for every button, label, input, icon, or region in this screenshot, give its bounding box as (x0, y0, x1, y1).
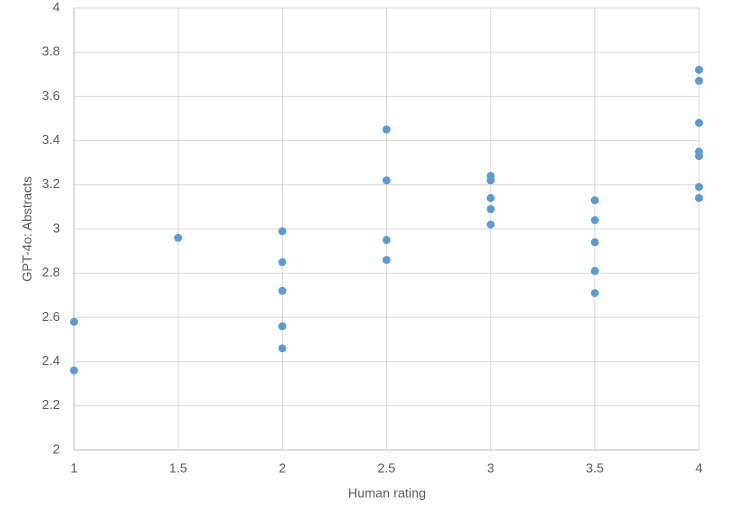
x-tick-label: 3 (487, 460, 494, 475)
x-axis-label: Human rating (348, 485, 426, 500)
point (174, 233, 183, 242)
point (278, 258, 287, 267)
point (486, 176, 495, 185)
point (695, 183, 703, 192)
y-tick-label: 3 (53, 220, 60, 235)
point (278, 322, 287, 331)
point (382, 236, 391, 245)
y-tick-label: 3.2 (42, 176, 60, 191)
point (590, 216, 599, 225)
y-tick-label: 2.2 (42, 397, 60, 412)
y-tick-label: 4 (53, 0, 60, 14)
y-tick-label: 2.8 (42, 265, 60, 280)
point (695, 65, 703, 74)
x-tick-label: 2 (279, 460, 286, 475)
x-tick-label: 2.5 (377, 460, 395, 475)
point (278, 286, 287, 295)
y-tick-label: 3.6 (42, 88, 60, 103)
y-tick-label: 2 (53, 441, 60, 456)
point (486, 194, 495, 203)
point (382, 255, 391, 264)
x-tick-label: 4 (695, 460, 702, 475)
point (695, 118, 703, 127)
point (278, 344, 287, 353)
point (590, 289, 599, 298)
y-axis-label: GPT-4o: Abstracts (19, 176, 34, 282)
point (590, 238, 599, 247)
point (382, 125, 391, 134)
point (382, 176, 391, 185)
point (70, 366, 78, 375)
point (486, 220, 495, 229)
point (695, 152, 703, 161)
point (70, 317, 78, 326)
x-tick-label: 3.5 (586, 460, 604, 475)
y-tick-label: 2.4 (42, 353, 60, 368)
point (486, 205, 495, 214)
x-tick-label: 1 (70, 460, 77, 475)
point (590, 266, 599, 275)
y-tick-label: 3.4 (42, 132, 60, 147)
point (590, 196, 599, 205)
point (278, 227, 287, 236)
x-tick-label: 1.5 (169, 460, 187, 475)
point (695, 194, 703, 203)
point (695, 76, 703, 85)
y-tick-label: 2.6 (42, 309, 60, 324)
y-tick-label: 3.8 (42, 44, 60, 59)
